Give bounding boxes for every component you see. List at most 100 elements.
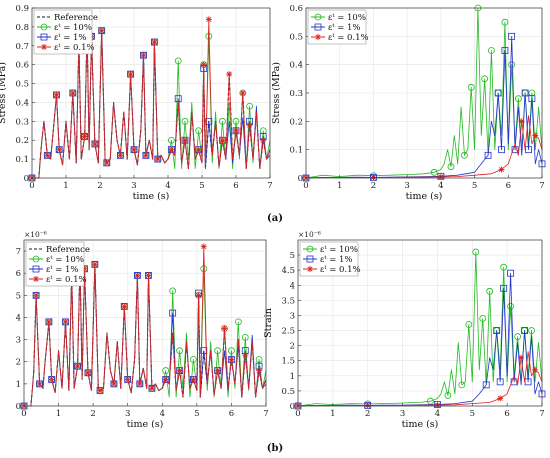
y-tick-label: 0 (16, 402, 21, 412)
data-point (200, 243, 207, 250)
data-point (189, 356, 197, 363)
data-point (103, 159, 110, 166)
y-tick-label: 0.1 (15, 155, 29, 165)
data-point (200, 265, 208, 273)
y-tick-label: 0 (290, 402, 295, 412)
data-point (525, 146, 532, 154)
y-tick-label: 0.2 (15, 136, 29, 146)
data-point (145, 272, 152, 279)
axes-frame (31, 7, 271, 179)
data-point (214, 367, 221, 374)
x-tick-label: 3 (131, 181, 136, 191)
y-tick-label: 0.4 (289, 61, 303, 71)
data-point (493, 327, 501, 334)
x-tick-label: 4 (438, 181, 443, 191)
data-point (174, 57, 182, 65)
data-point (497, 395, 504, 402)
y-axis-label: Stress (MPa) (0, 62, 8, 124)
stress-plot-right: 0 1 2 3 4 5 6 7 0 0.1 0.2 0.3 0.4 0.5 0.6 time (s) Stres… (271, 4, 546, 202)
data-point (467, 83, 475, 91)
y-tick-label: 3 (16, 336, 21, 346)
y-tick-label: 0 (298, 174, 303, 184)
data-point (190, 376, 197, 383)
data-point (532, 132, 539, 139)
data-point (232, 117, 240, 125)
data-point (91, 261, 98, 268)
data-point (239, 90, 246, 96)
x-tick-label: 6 (229, 409, 234, 419)
data-point (214, 347, 222, 355)
data-point (69, 90, 76, 96)
data-point (488, 47, 495, 54)
data-point (53, 91, 60, 98)
data-point (511, 146, 519, 154)
data-point (56, 146, 63, 153)
data-point (97, 387, 104, 394)
y-tick-label: 0.7 (15, 42, 29, 52)
data-point (151, 39, 158, 45)
caption-a: (a) (267, 213, 283, 224)
data-point (167, 136, 175, 144)
x-tick-label: 6 (233, 181, 238, 191)
legend-label: εᵗ = 1% (54, 33, 87, 43)
x-tick-label: 1 (337, 181, 342, 191)
y-tick-label: 6 (16, 269, 21, 279)
data-point (482, 381, 490, 389)
data-point (498, 146, 505, 154)
data-point (524, 378, 532, 386)
data-point (465, 321, 473, 328)
y-tick-label: 4 (16, 313, 21, 323)
data-point (260, 137, 267, 144)
series-line (305, 7, 543, 179)
legend-label: εᵗ = 10% (320, 245, 358, 255)
x-tick-label: 6 (504, 409, 509, 419)
data-point (528, 327, 535, 334)
data-point (444, 392, 452, 399)
data-point (134, 272, 141, 279)
data-point (507, 269, 515, 277)
data-point (195, 146, 202, 153)
data-point (124, 376, 131, 383)
y-axis-label: Strain (263, 308, 274, 338)
x-tick-label: 3 (404, 181, 409, 191)
data-point (255, 356, 263, 363)
data-point (162, 367, 170, 374)
y-tick-label: 0 (24, 174, 29, 184)
y-tick-label: 5 (16, 291, 21, 301)
x-axis-label: time (s) (133, 191, 170, 202)
legend-marker (307, 266, 313, 272)
y-axis-label: Stress (MPa) (271, 62, 282, 124)
data-point (176, 367, 183, 374)
data-point (62, 318, 69, 325)
y-multiplier: ×10⁻⁶ (298, 230, 321, 239)
series-3 (21, 243, 267, 409)
data-point (508, 32, 516, 40)
data-point (45, 318, 52, 325)
data-point (154, 156, 161, 163)
data-point (528, 95, 536, 103)
data-point (136, 380, 143, 387)
data-point (246, 122, 253, 129)
axes-frame (297, 239, 543, 407)
data-point (44, 152, 51, 159)
legend-label: Reference (46, 245, 90, 255)
data-point (117, 152, 124, 159)
x-tick-label: 5 (194, 409, 199, 419)
data-point (486, 287, 494, 295)
data-point (131, 146, 137, 153)
data-point (484, 151, 492, 159)
data-point (461, 151, 468, 159)
data-point (74, 363, 81, 370)
legend-marker (33, 276, 39, 282)
data-point (205, 16, 212, 23)
x-tick-label: 0 (29, 181, 34, 191)
data-point (532, 366, 539, 373)
x-tick-label: 4 (160, 409, 165, 419)
legend-marker (32, 265, 40, 273)
y-tick-label: 3 (290, 311, 295, 321)
axes-frame (23, 239, 267, 407)
data-point (84, 369, 91, 376)
y-tick-label: 0.9 (15, 4, 29, 14)
data-point (233, 127, 239, 134)
data-point (518, 118, 525, 125)
